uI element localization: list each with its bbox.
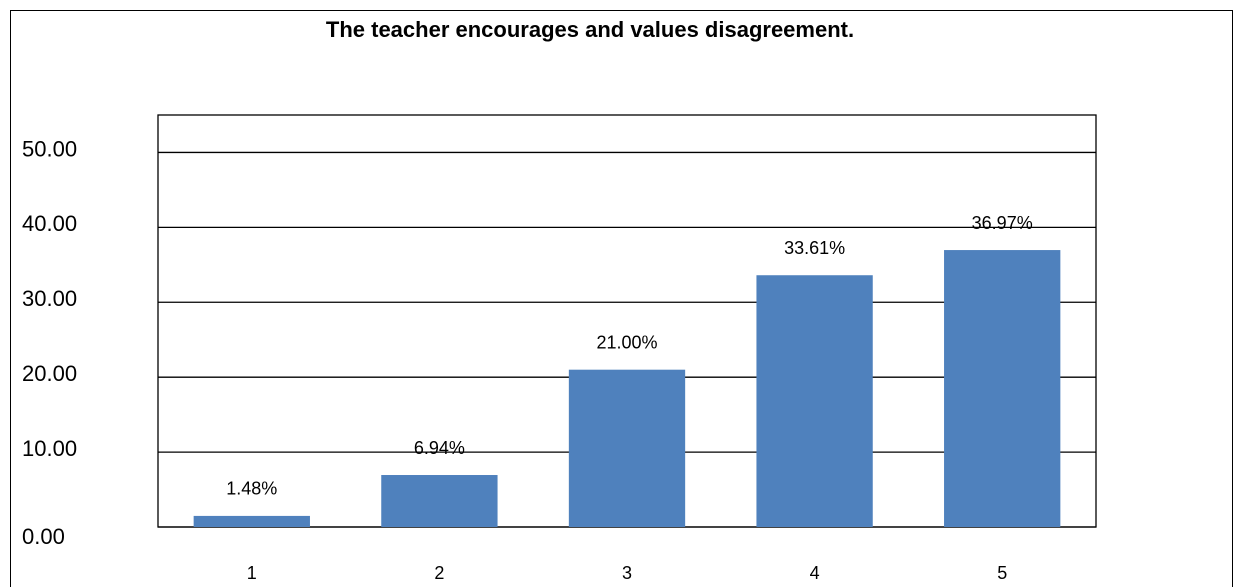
data-label: 36.97% — [972, 213, 1033, 233]
data-label: 33.61% — [784, 238, 845, 258]
data-label: 6.94% — [414, 438, 465, 458]
y-tick-label: 20.00 — [22, 361, 77, 386]
x-tick-label: 1 — [247, 563, 257, 583]
bar — [944, 250, 1061, 527]
y-tick-label: 50.00 — [22, 136, 77, 161]
x-tick-label: 3 — [622, 563, 632, 583]
y-tick-label: 40.00 — [22, 211, 77, 236]
bar — [193, 515, 310, 527]
bar — [381, 475, 498, 527]
x-tick-label: 2 — [434, 563, 444, 583]
bar — [568, 369, 686, 527]
chart-frame — [10, 10, 1233, 587]
x-tick-label: 4 — [810, 563, 820, 583]
data-label: 21.00% — [596, 332, 657, 352]
data-label: 1.48% — [226, 479, 277, 499]
bar — [756, 275, 873, 527]
chart-title: The teacher encourages and values disagr… — [326, 17, 854, 42]
x-tick-label: 5 — [997, 563, 1007, 583]
y-tick-label: 30.00 — [22, 286, 77, 311]
y-tick-label: 10.00 — [22, 436, 77, 461]
y-tick-label: 0.00 — [22, 524, 65, 549]
